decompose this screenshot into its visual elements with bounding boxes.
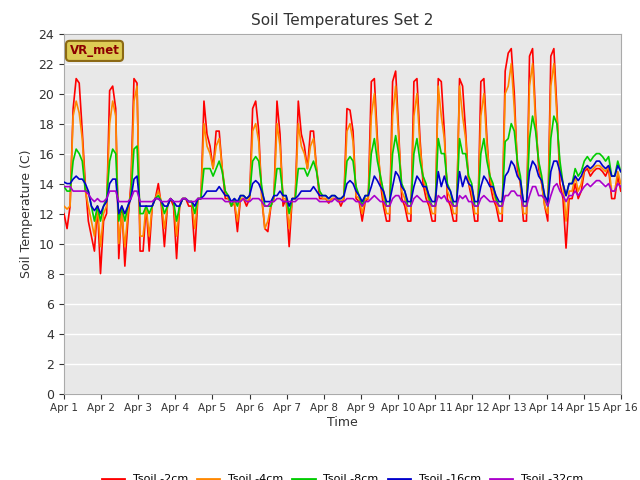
Title: Soil Temperatures Set 2: Soil Temperatures Set 2 [252,13,433,28]
Tsoil -4cm [508,60,515,66]
Tsoil -32cm [279,199,287,204]
Legend: Tsoil -2cm, Tsoil -4cm, Tsoil -8cm, Tsoil -16cm, Tsoil -32cm: Tsoil -2cm, Tsoil -4cm, Tsoil -8cm, Tsoi… [97,470,588,480]
Tsoil -2cm [252,98,260,104]
Tsoil -8cm [529,113,536,119]
Tsoil -8cm [67,188,74,194]
Tsoil -8cm [614,158,621,164]
Tsoil -4cm [319,196,326,202]
Tsoil -2cm [508,46,515,51]
Tsoil -8cm [91,218,99,224]
Tsoil -16cm [617,168,625,174]
Tsoil -32cm [67,184,74,190]
Text: VR_met: VR_met [70,44,120,58]
Tsoil -2cm [97,271,104,276]
Tsoil -8cm [617,168,625,174]
Tsoil -32cm [60,184,68,190]
Tsoil -4cm [608,188,616,194]
Y-axis label: Soil Temperature (C): Soil Temperature (C) [20,149,33,278]
Tsoil -16cm [60,179,68,185]
Tsoil -32cm [319,199,326,204]
Tsoil -2cm [279,203,287,209]
Tsoil -8cm [60,184,68,190]
Tsoil -2cm [60,211,68,216]
Tsoil -32cm [608,188,616,194]
Tsoil -8cm [252,154,260,159]
Tsoil -4cm [614,168,621,174]
Tsoil -4cm [279,196,287,202]
Tsoil -8cm [608,173,616,179]
Tsoil -16cm [508,158,515,164]
Line: Tsoil -8cm: Tsoil -8cm [64,116,621,221]
X-axis label: Time: Time [327,416,358,429]
Tsoil -4cm [67,203,74,209]
Tsoil -32cm [614,180,621,186]
Tsoil -16cm [279,192,287,199]
Line: Tsoil -32cm: Tsoil -32cm [64,180,621,206]
Tsoil -16cm [97,211,104,216]
Tsoil -16cm [252,178,260,183]
Line: Tsoil -16cm: Tsoil -16cm [64,161,621,214]
Tsoil -16cm [67,180,74,186]
Tsoil -16cm [319,192,326,199]
Tsoil -16cm [608,173,616,179]
Tsoil -32cm [593,178,600,183]
Tsoil -8cm [319,192,326,199]
Tsoil -2cm [67,203,74,209]
Tsoil -4cm [617,180,625,186]
Tsoil -32cm [261,203,269,209]
Tsoil -2cm [319,196,326,202]
Tsoil -4cm [97,244,104,250]
Tsoil -32cm [249,196,257,202]
Line: Tsoil -2cm: Tsoil -2cm [64,48,621,274]
Tsoil -2cm [608,196,616,202]
Tsoil -2cm [614,173,621,179]
Tsoil -2cm [617,188,625,194]
Tsoil -32cm [617,184,625,190]
Tsoil -4cm [60,203,68,209]
Tsoil -16cm [614,163,621,168]
Tsoil -8cm [279,192,287,199]
Tsoil -4cm [252,120,260,126]
Line: Tsoil -4cm: Tsoil -4cm [64,63,621,247]
